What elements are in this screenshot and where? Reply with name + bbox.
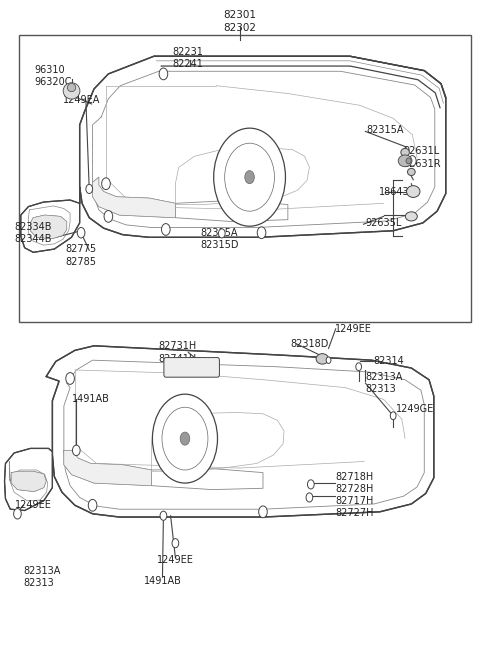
Circle shape [306, 493, 313, 502]
Circle shape [180, 432, 190, 445]
Circle shape [162, 407, 208, 470]
Polygon shape [46, 346, 434, 517]
Circle shape [326, 357, 331, 364]
Text: 92635L: 92635L [365, 218, 402, 228]
Circle shape [172, 538, 179, 548]
Text: 82313A
82313: 82313A 82313 [365, 372, 403, 394]
Text: 82731H
82741H: 82731H 82741H [158, 341, 197, 364]
Circle shape [72, 445, 80, 456]
Text: 82231
82241: 82231 82241 [172, 47, 203, 69]
Text: 82717H
82727H: 82717H 82727H [336, 496, 374, 519]
Polygon shape [64, 451, 152, 485]
FancyBboxPatch shape [164, 358, 219, 377]
Text: 82314: 82314 [373, 356, 404, 367]
Text: 82718H
82728H: 82718H 82728H [336, 472, 374, 495]
Circle shape [245, 171, 254, 183]
Polygon shape [11, 472, 46, 491]
Polygon shape [93, 177, 175, 217]
Circle shape [214, 128, 286, 226]
Circle shape [259, 506, 267, 517]
Polygon shape [80, 56, 446, 237]
Circle shape [161, 223, 170, 235]
Ellipse shape [406, 158, 411, 164]
Text: 18643D: 18643D [379, 187, 417, 196]
Text: 1249EE: 1249EE [335, 324, 372, 334]
Text: 82301
82302: 82301 82302 [224, 10, 256, 33]
Text: 82315A: 82315A [367, 125, 404, 135]
Ellipse shape [63, 83, 80, 99]
Circle shape [13, 508, 21, 519]
Circle shape [308, 480, 314, 489]
Text: 1249EE: 1249EE [157, 555, 194, 565]
Text: 1491AB: 1491AB [144, 576, 181, 586]
Circle shape [88, 499, 97, 511]
Circle shape [102, 178, 110, 189]
Circle shape [390, 412, 396, 420]
Text: 82334B
82344B: 82334B 82344B [14, 221, 51, 244]
Circle shape [225, 143, 275, 211]
Circle shape [160, 511, 167, 520]
Polygon shape [4, 449, 52, 510]
Circle shape [218, 229, 225, 238]
Text: 1249GE: 1249GE [396, 404, 434, 414]
Circle shape [408, 156, 416, 166]
Circle shape [86, 184, 93, 193]
Polygon shape [21, 187, 80, 252]
Bar [19, 35, 471, 322]
Text: 82775
82785: 82775 82785 [66, 244, 96, 267]
Text: 82318D: 82318D [290, 339, 329, 350]
Circle shape [356, 363, 361, 371]
Circle shape [159, 68, 168, 80]
Circle shape [77, 227, 85, 238]
Text: 82315A
82315D: 82315A 82315D [201, 228, 239, 250]
Circle shape [66, 373, 74, 384]
Polygon shape [30, 215, 67, 238]
Ellipse shape [67, 84, 76, 92]
Ellipse shape [316, 354, 328, 364]
Text: 82313A
82313: 82313A 82313 [24, 566, 61, 588]
Ellipse shape [408, 168, 415, 176]
Circle shape [257, 227, 266, 238]
Text: 96310
96320C: 96310 96320C [34, 65, 72, 87]
Circle shape [104, 210, 113, 222]
Ellipse shape [407, 185, 420, 197]
Circle shape [153, 394, 217, 483]
Text: 92631L
92631R: 92631L 92631R [404, 146, 441, 169]
Ellipse shape [401, 149, 409, 157]
Text: 1249EE: 1249EE [15, 500, 52, 510]
Text: 1491AB: 1491AB [72, 394, 109, 404]
Ellipse shape [406, 212, 417, 221]
Text: 1249EA: 1249EA [63, 95, 100, 105]
Ellipse shape [398, 155, 412, 167]
